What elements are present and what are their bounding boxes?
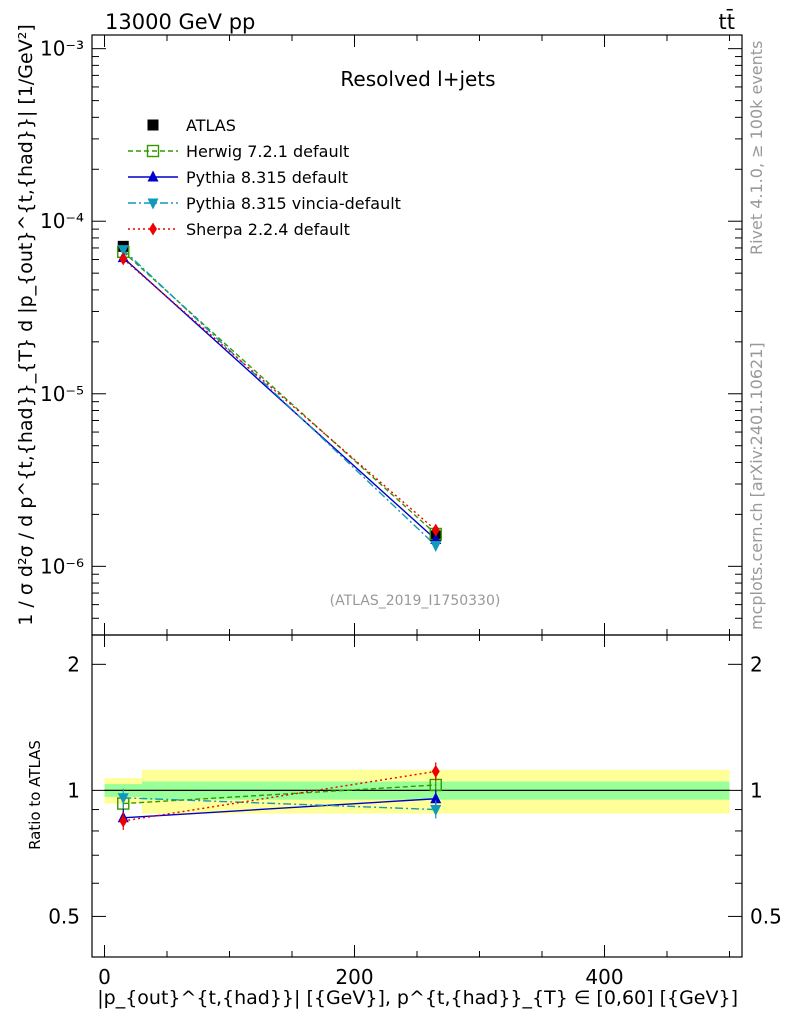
y-tick-label: 10⁻⁴ (40, 209, 84, 233)
legend-label: Pythia 8.315 default (186, 168, 348, 187)
x-tick-label: 400 (585, 965, 623, 989)
y-tick-label: 10⁻⁶ (40, 554, 84, 578)
rivet-label: Rivet 4.1.0, ≥ 100k events (747, 41, 766, 255)
ratio-tick-label: 2 (67, 652, 80, 676)
energy-label: 13000 GeV pp (105, 10, 255, 34)
series-marker-ratio (430, 792, 442, 804)
legend-label: Pythia 8.315 vincia-default (186, 194, 401, 213)
plot-title: Resolved l+jets (340, 67, 495, 91)
main-series-lines (117, 240, 442, 553)
legend-marker (149, 222, 157, 236)
series-line-main (122, 258, 437, 531)
series-marker-ratio (119, 814, 128, 828)
series-marker-main (119, 252, 128, 266)
legend-marker (146, 144, 160, 158)
ratio-tick-label: 0.5 (48, 904, 80, 928)
analysis-reference: (ATLAS_2019_I1750330) (330, 593, 501, 609)
ratio-tick-label-right: 1 (750, 778, 763, 802)
series-marker-ratio (431, 764, 440, 778)
series-line-ratio (123, 784, 436, 805)
series-marker-main (117, 245, 129, 257)
series-marker-ratio (117, 793, 129, 805)
y-tick-label: 10⁻³ (40, 37, 84, 61)
legend: ATLAS Herwig 7.2.1 default Pythia 8.315 de… (128, 116, 401, 239)
legend-marker (147, 170, 159, 182)
legend-marker (147, 198, 159, 210)
axes: 0 200 400 10⁻⁶ 10⁻⁵ 10⁻⁴ 10⁻³ 0.5 0.5 1 1 2 2 (40, 35, 782, 989)
series-marker-main (430, 541, 442, 553)
x-tick-label: 200 (335, 965, 373, 989)
series-marker-main (431, 523, 440, 537)
legend-label: Herwig 7.2.1 default (186, 142, 349, 161)
legend-marker (147, 119, 159, 131)
ratio-series-lines (117, 762, 442, 831)
series-line-ratio (123, 797, 436, 811)
legend-label: ATLAS (186, 116, 236, 135)
x-axis-label: |p_{out}^{t,{had}}| [{GeV}], p^{t,{had}}… (97, 987, 738, 1009)
series-line-main (122, 249, 437, 547)
series-marker-ratio (430, 805, 442, 817)
series-line-ratio (123, 798, 436, 819)
process-label: tt̄ (719, 9, 735, 34)
ratio-tick-label-right: 0.5 (750, 904, 782, 928)
y-tick-label: 10⁻⁵ (40, 382, 84, 406)
series-line-main (122, 257, 437, 541)
series-line-main (122, 251, 437, 535)
ratio-tick-label-right: 2 (750, 652, 763, 676)
x-tick-label: 0 (98, 965, 111, 989)
ratio-uncertainty-bands (104, 769, 730, 814)
y-axis-label: 1 / σ d²σ / d p^{t,{had}}_{T} d |p_{out}… (15, 24, 37, 626)
legend-label: Sherpa 2.2.4 default (186, 220, 350, 239)
ratio-tick-label: 1 (67, 778, 80, 802)
ratio-y-axis-label: Ratio to ATLAS (26, 740, 44, 850)
mcplots-label: mcplots.cern.ch [arXiv:2401.10621] (747, 342, 766, 630)
